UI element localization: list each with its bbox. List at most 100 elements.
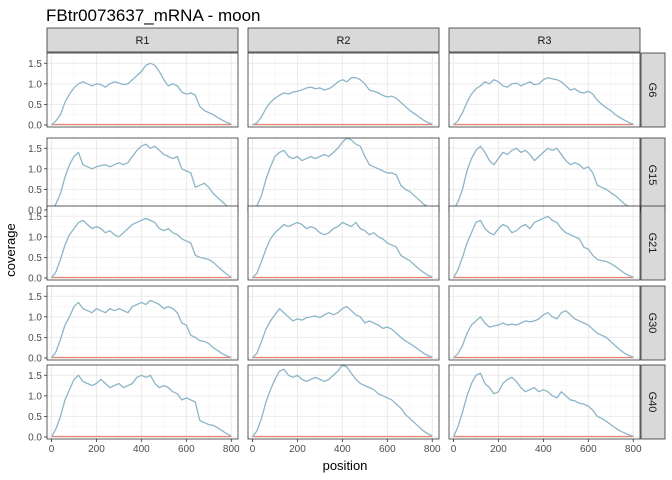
coverage-series-line xyxy=(252,77,433,126)
coverage-series-line xyxy=(252,305,433,359)
facet-grid: R1 R2 R3G6G15G21G30G400.00.51.01.50.00.51.… xyxy=(28,27,666,455)
panel-border xyxy=(46,205,239,281)
coverage-series-line xyxy=(50,374,232,438)
panel-border xyxy=(247,364,440,440)
column-strip-R1 xyxy=(46,27,239,53)
panel-G6-R2 xyxy=(247,52,440,128)
coverage-series-line xyxy=(50,299,232,359)
column-strip-label: R2 xyxy=(336,35,350,47)
panel-G6-R3 xyxy=(448,52,641,128)
column-strip-R3 xyxy=(448,27,641,53)
panel-border xyxy=(46,364,239,440)
panel-border xyxy=(448,364,641,440)
panel-G30-R1 xyxy=(46,285,239,361)
row-strip-label: G40 xyxy=(646,392,658,413)
panel-background xyxy=(47,53,238,127)
panel-background xyxy=(47,138,238,212)
panel-background xyxy=(248,53,439,127)
x-tick-label: 400 xyxy=(535,444,552,455)
coverage-series-line xyxy=(452,145,634,211)
x-tick-label: 0 xyxy=(451,444,457,455)
coverage-series-line xyxy=(252,137,433,211)
row-strip-label: G30 xyxy=(646,313,658,334)
y-tick-label: 0.5 xyxy=(28,100,42,111)
y-tick-label: 1.0 xyxy=(28,79,42,90)
y-tick-label: 1.5 xyxy=(28,371,42,382)
row-strip-G30 xyxy=(640,285,666,361)
y-tick-label: 1.5 xyxy=(28,144,42,155)
coverage-series-line xyxy=(50,143,232,211)
panel-G21-R1 xyxy=(46,205,239,281)
coverage-series-line xyxy=(51,62,232,126)
panel-G15-R1 xyxy=(46,137,239,213)
panel-G21-R2 xyxy=(247,205,440,281)
row-strip-G21 xyxy=(640,205,666,281)
y-tick-label: 0.0 xyxy=(28,273,42,284)
panel-G30-R3 xyxy=(448,285,641,361)
x-tick-label: 200 xyxy=(88,444,105,455)
panel-background xyxy=(449,286,640,360)
x-tick-label: 400 xyxy=(133,444,150,455)
y-tick-label: 0.5 xyxy=(28,412,42,423)
panel-G40-R1 xyxy=(46,364,239,440)
panel-background xyxy=(449,206,640,280)
row-strip-label: G15 xyxy=(646,165,658,186)
row-strip-label: G21 xyxy=(646,233,658,254)
panel-background xyxy=(248,138,439,212)
panel-background xyxy=(449,365,640,439)
y-tick-label: 0.5 xyxy=(28,253,42,264)
panel-background xyxy=(248,286,439,360)
panel-border xyxy=(247,52,440,128)
panel-G30-R2 xyxy=(247,285,440,361)
column-strip-label: R3 xyxy=(537,35,551,47)
y-tick-label: 1.5 xyxy=(28,292,42,303)
row-strip-label: G6 xyxy=(646,83,658,98)
x-tick-label: 800 xyxy=(424,444,441,455)
y-tick-label: 0.0 xyxy=(28,353,42,364)
row-strip-G6 xyxy=(640,52,666,128)
panel-background xyxy=(47,286,238,360)
x-tick-label: 800 xyxy=(223,444,240,455)
chart-title: FBtr0073637_mRNA - moon xyxy=(46,6,261,25)
panel-background xyxy=(449,53,640,127)
panel-G15-R3 xyxy=(448,137,641,213)
column-strip-label: R1 xyxy=(135,35,149,47)
x-tick-label: 0 xyxy=(250,444,256,455)
x-tick-label: 600 xyxy=(580,444,597,455)
panel-G15-R2 xyxy=(247,137,440,213)
panel-background xyxy=(248,206,439,280)
y-tick-label: 1.5 xyxy=(28,212,42,223)
y-tick-label: 1.0 xyxy=(28,164,42,175)
panel-border xyxy=(448,52,641,128)
panel-border xyxy=(247,285,440,361)
y-tick-label: 1.0 xyxy=(28,232,42,243)
panel-G40-R2 xyxy=(247,364,440,440)
x-tick-label: 200 xyxy=(490,444,507,455)
panel-background xyxy=(47,206,238,280)
coverage-series-line xyxy=(452,215,634,279)
y-tick-label: 0.0 xyxy=(28,120,42,131)
row-strip-G40 xyxy=(640,364,666,440)
x-tick-label: 400 xyxy=(334,444,351,455)
y-tick-label: 0.5 xyxy=(28,185,42,196)
y-tick-label: 0.0 xyxy=(28,205,42,216)
panel-border xyxy=(46,285,239,361)
coverage-series-line xyxy=(452,372,634,438)
panel-G6-R1 xyxy=(46,52,239,128)
column-strip-R2 xyxy=(247,27,440,53)
coverage-series-line xyxy=(50,217,232,279)
panel-G21-R3 xyxy=(448,205,641,281)
y-tick-label: 1.5 xyxy=(28,59,42,70)
x-tick-label: 600 xyxy=(379,444,396,455)
x-tick-label: 800 xyxy=(625,444,642,455)
panel-border xyxy=(46,52,239,128)
panel-border xyxy=(247,205,440,281)
x-tick-label: 600 xyxy=(178,444,195,455)
coverage-series-line xyxy=(252,221,433,279)
panel-border xyxy=(448,285,641,361)
panel-border xyxy=(448,205,641,281)
y-tick-label: 0.5 xyxy=(28,333,42,344)
panel-G40-R3 xyxy=(448,364,641,440)
y-tick-label: 1.0 xyxy=(28,312,42,323)
